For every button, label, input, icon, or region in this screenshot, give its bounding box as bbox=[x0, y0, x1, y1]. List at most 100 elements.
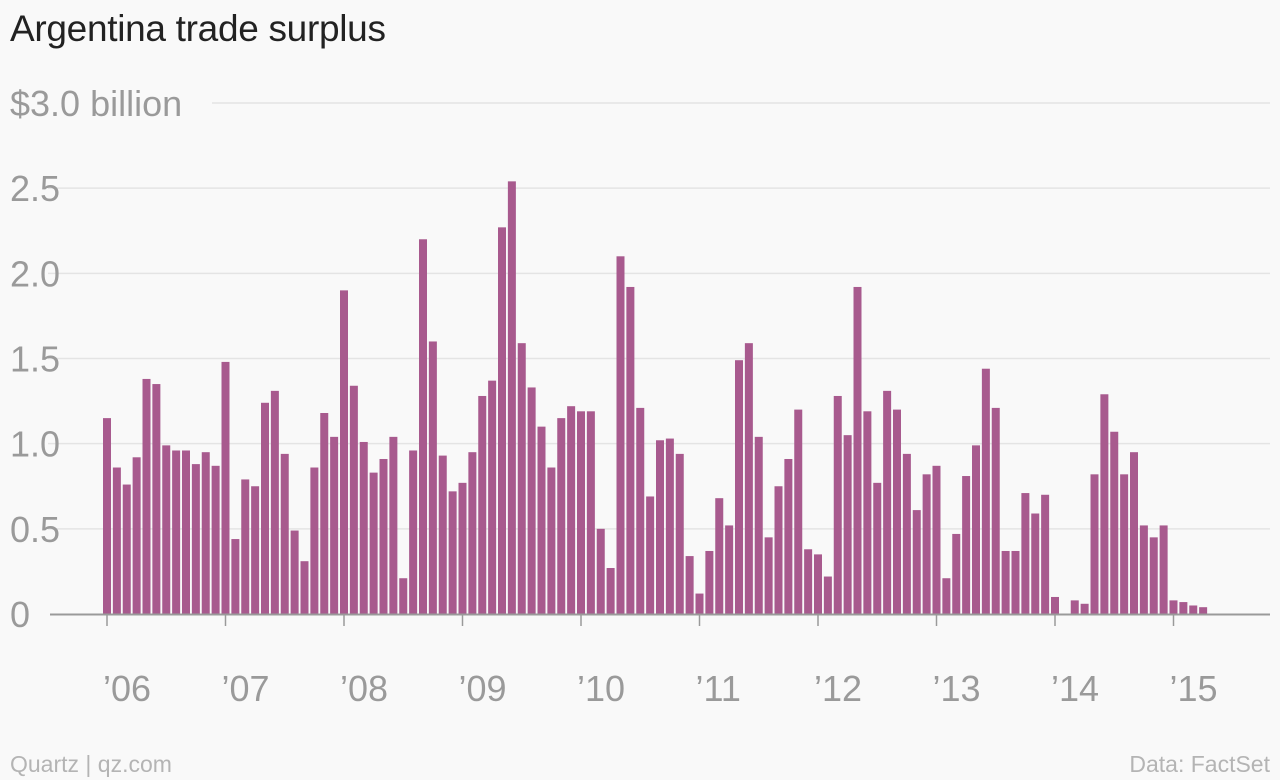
bar bbox=[349, 385, 358, 614]
bar bbox=[389, 436, 398, 614]
bar bbox=[1100, 394, 1109, 614]
bar bbox=[1041, 494, 1050, 614]
bar bbox=[152, 384, 161, 614]
bar bbox=[409, 450, 418, 614]
bar bbox=[823, 576, 832, 614]
bar bbox=[231, 539, 240, 614]
bar bbox=[330, 436, 339, 614]
y-tick-label: 2.0 bbox=[10, 253, 60, 294]
y-tick-label: 2.5 bbox=[10, 168, 60, 209]
chart-title: Argentina trade surplus bbox=[10, 8, 386, 49]
bars bbox=[103, 181, 1208, 615]
bar bbox=[201, 452, 210, 614]
x-tick-label: ’14 bbox=[1051, 668, 1099, 709]
bar bbox=[695, 593, 704, 614]
bar bbox=[942, 578, 951, 614]
bar bbox=[290, 530, 299, 614]
bar bbox=[577, 411, 585, 614]
bar bbox=[1179, 602, 1188, 614]
bar bbox=[646, 496, 655, 614]
bar bbox=[685, 556, 694, 614]
bar bbox=[902, 453, 911, 614]
bar bbox=[1139, 525, 1148, 614]
bar bbox=[962, 476, 971, 614]
bar bbox=[320, 413, 329, 614]
bar bbox=[132, 457, 141, 614]
bar bbox=[1130, 452, 1138, 614]
footer-source: Data: FactSet bbox=[1129, 751, 1270, 777]
bar bbox=[1080, 603, 1089, 614]
bar bbox=[122, 484, 131, 614]
y-tick-label: $3.0 billion bbox=[10, 83, 182, 124]
bar bbox=[893, 409, 901, 614]
bar bbox=[794, 409, 803, 614]
bar bbox=[251, 486, 260, 614]
bar bbox=[675, 453, 684, 614]
bar bbox=[1031, 513, 1040, 614]
bar bbox=[399, 578, 408, 614]
bar bbox=[270, 390, 279, 614]
bar bbox=[972, 445, 980, 614]
bar bbox=[428, 341, 437, 614]
bar bbox=[1199, 607, 1208, 614]
bar bbox=[606, 568, 615, 614]
x-tick-label: ’09 bbox=[459, 668, 507, 709]
bar bbox=[527, 387, 536, 614]
bar bbox=[191, 464, 200, 614]
bar bbox=[863, 411, 872, 614]
bar bbox=[438, 455, 447, 614]
bar bbox=[1149, 537, 1158, 614]
bar bbox=[241, 479, 250, 614]
bar bbox=[359, 441, 368, 614]
bar bbox=[280, 453, 289, 614]
x-tick-label: ’10 bbox=[577, 668, 625, 709]
bar bbox=[448, 491, 457, 614]
y-axis-ticks: 0 0.5 1.0 1.5 2.0 2.5 $3.0 billion bbox=[10, 83, 182, 635]
bar bbox=[1189, 605, 1198, 614]
bar bbox=[478, 395, 487, 614]
bar bbox=[103, 418, 111, 614]
bar bbox=[715, 498, 724, 614]
bar bbox=[1070, 600, 1079, 614]
y-tick-label: 1.0 bbox=[10, 424, 60, 465]
bar bbox=[1011, 550, 1020, 614]
bar bbox=[172, 450, 181, 614]
x-tick-label: ’08 bbox=[340, 668, 388, 709]
bar bbox=[537, 426, 546, 614]
bar bbox=[883, 390, 892, 614]
bar bbox=[1021, 493, 1030, 614]
bar bbox=[300, 561, 309, 614]
x-tick-label: ’11 bbox=[696, 668, 741, 709]
y-tick-label: 0.5 bbox=[10, 509, 60, 550]
bar bbox=[112, 467, 121, 614]
bar bbox=[853, 286, 862, 614]
bar bbox=[725, 525, 734, 614]
bar bbox=[774, 486, 783, 614]
bar bbox=[586, 411, 595, 614]
bar bbox=[804, 549, 813, 614]
x-tick-label: ’07 bbox=[222, 668, 270, 709]
bar bbox=[1159, 525, 1168, 614]
bar bbox=[952, 533, 961, 614]
bar bbox=[310, 467, 319, 614]
bar bbox=[922, 474, 931, 614]
bar bbox=[784, 458, 793, 614]
bar bbox=[665, 438, 674, 614]
bar bbox=[1051, 596, 1059, 614]
bar bbox=[221, 361, 230, 614]
bar bbox=[705, 550, 714, 614]
bar bbox=[991, 407, 1000, 614]
x-tick-label: ’12 bbox=[814, 668, 862, 709]
bar bbox=[517, 343, 526, 614]
bar bbox=[488, 380, 497, 614]
bar bbox=[744, 343, 753, 614]
bar bbox=[1120, 474, 1129, 614]
bar bbox=[458, 482, 467, 614]
bar bbox=[567, 406, 576, 614]
bar bbox=[1169, 600, 1178, 614]
bar bbox=[182, 450, 190, 614]
bar bbox=[764, 537, 773, 614]
bar bbox=[843, 435, 852, 614]
bar bbox=[142, 378, 151, 614]
bar bbox=[656, 440, 664, 614]
